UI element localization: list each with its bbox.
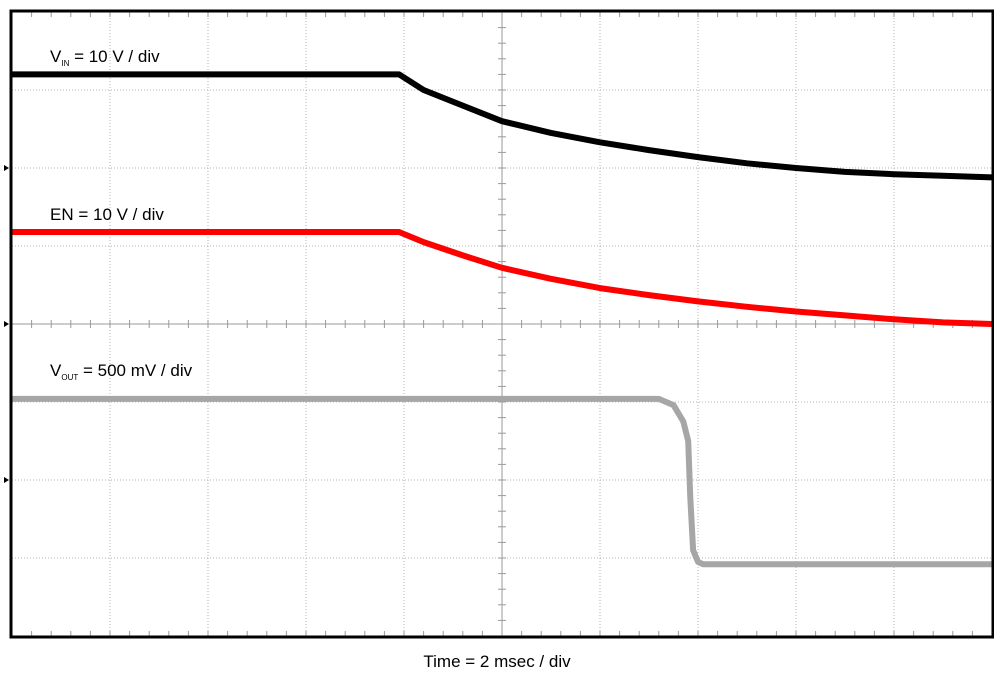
en-label: EN = 10 V / div <box>50 205 164 224</box>
vout-trace <box>12 395 992 568</box>
vin-label: VIN = 10 V / div <box>50 47 160 68</box>
channel-ground-marker <box>4 165 9 171</box>
vout-label: VOUT = 500 mV / div <box>50 361 193 382</box>
x-axis-label: Time = 2 msec / div <box>423 652 571 671</box>
traces <box>12 71 993 568</box>
channel-ground-marker <box>4 477 9 483</box>
channel-markers <box>4 165 9 483</box>
oscilloscope-plot: VIN = 10 V / div EN = 10 V / div VOUT = … <box>4 9 994 639</box>
channel-ground-marker <box>4 321 9 327</box>
en-trace <box>12 229 993 327</box>
plot-frame <box>9 9 994 639</box>
vin-trace <box>12 71 993 181</box>
